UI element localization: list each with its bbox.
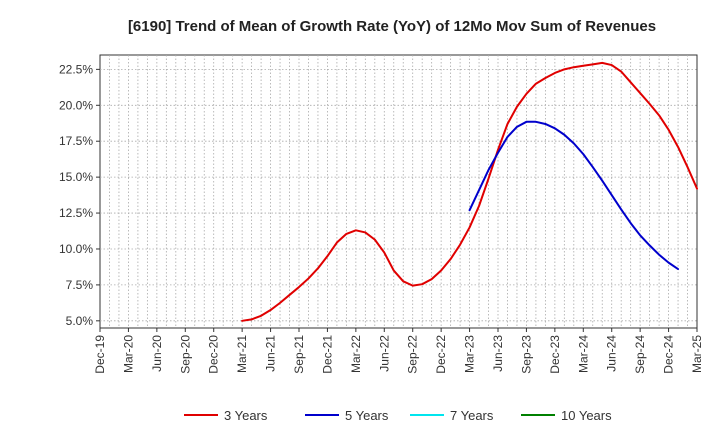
x-tick-label: Jun-24 bbox=[605, 335, 619, 372]
series-lines bbox=[241, 61, 698, 322]
x-tick-label: Mar-25 bbox=[690, 335, 704, 373]
x-tick-label: Sep-21 bbox=[292, 335, 306, 374]
y-tick-label: 22.5% bbox=[59, 62, 93, 76]
x-tick-label: Dec-23 bbox=[548, 335, 562, 374]
legend-label: 7 Years bbox=[450, 408, 494, 423]
x-tick-label: Jun-20 bbox=[150, 335, 164, 372]
x-tick-label: Sep-24 bbox=[633, 335, 647, 374]
x-tick-label: Dec-21 bbox=[320, 335, 334, 374]
x-tick-label: Mar-22 bbox=[349, 335, 363, 373]
x-tick-label: Sep-20 bbox=[178, 335, 192, 374]
x-tick-label: Mar-23 bbox=[463, 335, 477, 373]
series-line-3-years bbox=[241, 61, 698, 322]
x-tick-label: Jun-22 bbox=[377, 335, 391, 372]
x-tick-label: Dec-22 bbox=[434, 335, 448, 374]
x-tick-label: Mar-24 bbox=[576, 335, 590, 373]
legend-label: 5 Years bbox=[345, 408, 389, 423]
chart-title: [6190] Trend of Mean of Growth Rate (YoY… bbox=[128, 18, 656, 35]
x-tick-label: Sep-22 bbox=[406, 335, 420, 374]
y-tick-label: 10.0% bbox=[59, 242, 93, 256]
plot-area bbox=[99, 54, 698, 329]
x-axis: Dec-19 Mar-20 Jun-20 Sep-20 Dec-20 Mar-21 Jun-… bbox=[93, 328, 704, 374]
x-tick-label: Jun-23 bbox=[491, 335, 505, 372]
series-line-5-years bbox=[468, 120, 680, 271]
legend: 3 Years 5 Years 7 Years 10 Years bbox=[184, 408, 612, 423]
x-tick-label: Dec-20 bbox=[207, 335, 221, 374]
y-tick-label: 20.0% bbox=[59, 98, 93, 112]
x-tick-label: Mar-21 bbox=[235, 335, 249, 373]
legend-label: 10 Years bbox=[561, 408, 612, 423]
y-tick-label: 5.0% bbox=[66, 314, 94, 328]
y-tick-label: 12.5% bbox=[59, 206, 93, 220]
y-axis: 5.0% 7.5% 10.0% 12.5% 15.0% 17.5% 20.0% 22.5% bbox=[59, 62, 100, 328]
y-tick-label: 15.0% bbox=[59, 170, 93, 184]
x-tick-label: Sep-23 bbox=[519, 335, 533, 374]
y-tick-label: 17.5% bbox=[59, 134, 93, 148]
x-tick-label: Dec-19 bbox=[93, 335, 107, 374]
grid bbox=[100, 55, 697, 328]
legend-label: 3 Years bbox=[224, 408, 268, 423]
x-tick-label: Dec-24 bbox=[662, 335, 676, 374]
x-tick-label: Jun-21 bbox=[264, 335, 278, 372]
y-tick-label: 7.5% bbox=[66, 278, 94, 292]
x-tick-label: Mar-20 bbox=[121, 335, 135, 373]
